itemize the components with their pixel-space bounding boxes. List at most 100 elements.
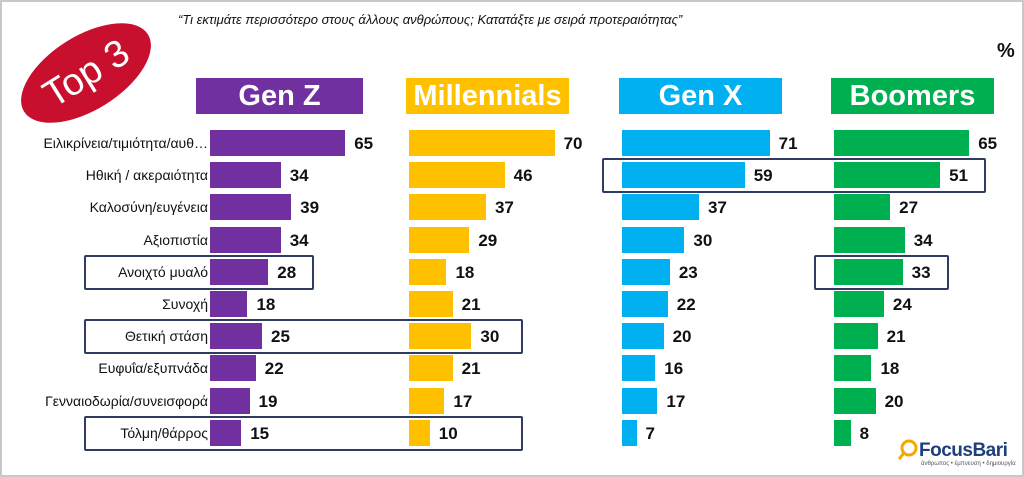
bar: [210, 323, 262, 350]
bar: [210, 194, 292, 221]
bar: [409, 355, 453, 382]
bar: [210, 355, 256, 382]
bar: [622, 130, 770, 156]
data-label: 30: [693, 230, 713, 250]
series-header-gen-z: Gen Z: [196, 78, 363, 114]
data-label: 17: [453, 391, 473, 411]
bar: [834, 226, 905, 253]
bar: [210, 130, 346, 156]
bar: [622, 323, 664, 350]
bar: [409, 387, 445, 414]
bar: [834, 355, 872, 382]
highlight-box: [84, 319, 523, 355]
data-label: 24: [892, 295, 912, 314]
bar: [409, 258, 447, 285]
bar: [834, 291, 884, 317]
category-label: Γενναιοδωρία/συνεισφορά: [45, 392, 208, 409]
bar: [622, 387, 658, 414]
data-label: 65: [354, 134, 374, 153]
bar: [834, 194, 891, 221]
data-label: 33: [911, 262, 931, 282]
data-label: 21: [461, 359, 481, 379]
series-header-boomers: Boomers: [831, 78, 994, 114]
top3-badge: Top 3: [19, 21, 153, 125]
bar: [210, 387, 250, 414]
bar: [622, 162, 745, 189]
data-label: 59: [753, 166, 773, 186]
highlight-box: [84, 254, 315, 290]
logo-name: FocusBari: [919, 440, 1008, 461]
bar: [622, 194, 699, 221]
bar: [210, 419, 242, 446]
bar: [409, 194, 486, 221]
data-label: 8: [859, 423, 870, 443]
data-label: 10: [438, 423, 458, 443]
highlight-box: [602, 158, 987, 194]
data-label: 7: [645, 423, 656, 443]
data-label: 21: [886, 327, 906, 347]
data-label: 17: [666, 391, 686, 411]
data-label: 34: [913, 230, 933, 250]
bar: [210, 162, 281, 189]
bar: [834, 130, 970, 156]
series-header-millennials: Millennials: [406, 78, 569, 114]
data-label: 23: [678, 262, 698, 282]
unit-label: %: [997, 40, 1015, 62]
chart-subtitle: “Τι εκτιμάτε περισσότερο στους άλλους αν…: [178, 12, 683, 27]
logo-tagline: άνθρωπος • έμπνευση • δημιουργία: [921, 461, 1016, 467]
bar: [409, 323, 472, 350]
bar: [834, 323, 878, 350]
category-label: Ευφυΐα/εξυπνάδα: [98, 360, 208, 377]
bar: [834, 419, 851, 446]
bar: [210, 258, 269, 285]
data-label: 18: [455, 262, 475, 282]
data-label: 34: [289, 166, 309, 186]
bar: [622, 258, 670, 285]
category-label: Θετική στάση: [125, 328, 208, 345]
data-label: 18: [880, 359, 900, 379]
category-label: Ειλικρίνεια/τιμιότητα/αυθ…: [43, 135, 208, 151]
data-label: 18: [256, 295, 276, 314]
data-label: 37: [494, 198, 514, 218]
bar: [210, 291, 248, 317]
data-label: 34: [289, 230, 309, 250]
data-label: 20: [672, 327, 692, 347]
data-label: 70: [563, 134, 583, 153]
bar: [210, 226, 281, 253]
data-label: 22: [264, 359, 284, 379]
bar: [409, 130, 555, 156]
highlight-box: [814, 254, 949, 290]
category-label: Ηθική / ακεραιότητα: [85, 167, 208, 184]
bar: [409, 162, 505, 189]
bar: [622, 419, 637, 446]
series-header-gen-x: Gen X: [619, 78, 782, 114]
bar: [834, 387, 876, 414]
data-label: 20: [884, 391, 904, 411]
data-label: 22: [676, 295, 696, 314]
data-label: 51: [949, 166, 968, 186]
data-label: 37: [707, 198, 727, 218]
data-label: 71: [778, 134, 798, 153]
data-label: 30: [480, 327, 500, 347]
magnifier-icon: [898, 439, 918, 460]
category-label: Καλοσύνη/ευγένεια: [89, 199, 208, 216]
data-label: 19: [258, 391, 278, 411]
category-label: Συνοχή: [162, 296, 208, 312]
category-label: Αξιοπιστία: [143, 231, 208, 248]
bar: [409, 226, 470, 253]
bar: [834, 258, 903, 285]
bar: [409, 419, 430, 446]
category-label: Ανοιχτό μυαλό: [118, 263, 208, 280]
data-label: 16: [664, 359, 684, 379]
bar: [834, 162, 941, 189]
bar: [622, 226, 685, 253]
bar: [409, 291, 453, 317]
data-label: 15: [250, 423, 270, 443]
data-label: 27: [899, 198, 919, 218]
data-label: 46: [513, 166, 533, 186]
data-label: 21: [461, 295, 481, 314]
highlight-box: [84, 415, 523, 451]
data-label: 65: [978, 134, 998, 153]
data-label: 39: [300, 198, 320, 218]
bar: [622, 291, 668, 317]
